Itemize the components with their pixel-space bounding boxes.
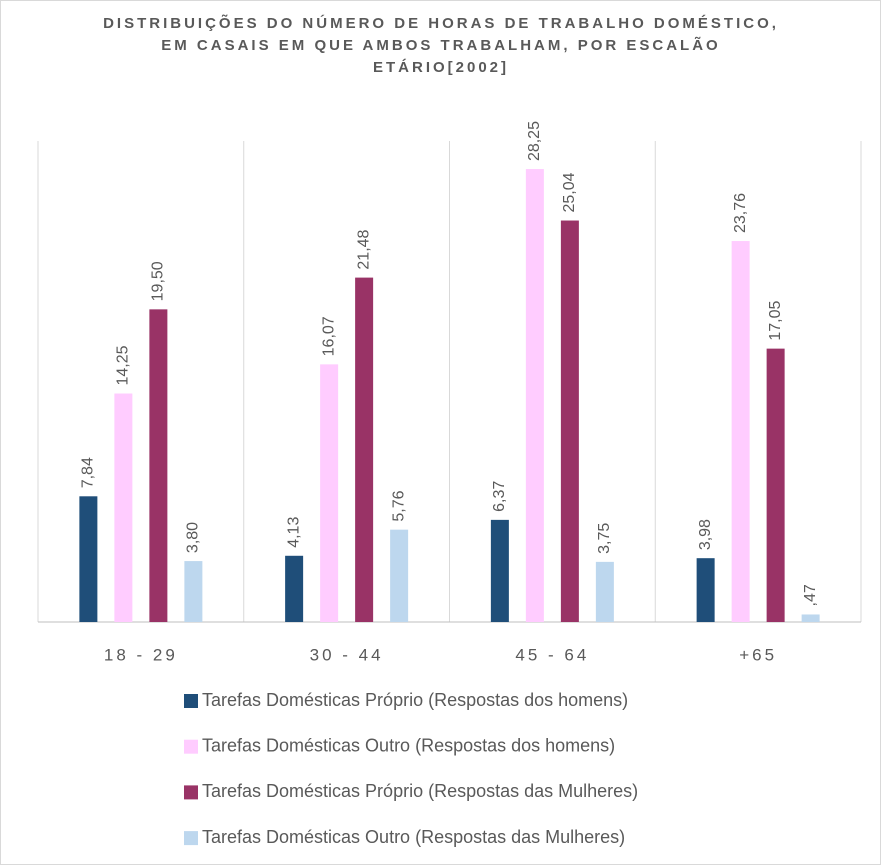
data-label: 3,80 [185,522,202,553]
x-tick-label: 18 - 29 [104,645,178,664]
legend-swatch [184,739,198,754]
bar [114,393,133,622]
legend-swatch [184,831,198,846]
bar [560,220,579,622]
data-label: 25,04 [561,172,578,212]
legend-swatch [184,694,198,708]
data-label: 17,05 [767,300,784,340]
data-label: 14,25 [115,345,132,385]
data-label: 16,07 [320,316,337,356]
bar [801,614,820,622]
bar [320,364,339,622]
bar [355,277,374,622]
data-label: 5,76 [390,490,407,521]
data-label: 3,98 [697,519,714,550]
x-tick-label: 45 - 64 [515,645,589,664]
bar [696,558,715,622]
legend-label: Tarefas Domésticas Outro (Respostas dos … [202,735,615,755]
data-label: 3,75 [596,523,613,554]
bar [731,241,750,622]
data-label: 19,50 [150,261,167,301]
data-label: 7,84 [80,457,97,488]
legend-swatch [184,785,198,800]
data-label: ,47 [802,584,819,606]
x-tick-label: +65 [739,645,777,664]
data-label: 21,48 [355,229,372,269]
bar [184,561,203,622]
bar [285,555,304,622]
chart-title: DISTRIBUIÇÕES DO NÚMERO DE HORAS DE TRAB… [103,15,779,76]
bar [766,348,785,622]
data-label: 4,13 [285,517,302,548]
legend-label: Tarefas Domésticas Próprio (Respostas da… [202,781,638,801]
bar [149,309,168,622]
bar [490,519,509,622]
bar [390,529,409,622]
x-tick-label: 30 - 44 [310,645,384,664]
legend-label: Tarefas Domésticas Outro (Respostas das … [202,827,625,847]
bar [525,169,544,622]
bar [79,496,98,622]
data-label: 28,25 [526,121,543,161]
data-label: 23,76 [732,193,749,233]
legend-label: Tarefas Domésticas Próprio (Respostas do… [202,690,628,710]
bar [595,561,614,622]
data-label: 6,37 [491,481,508,512]
